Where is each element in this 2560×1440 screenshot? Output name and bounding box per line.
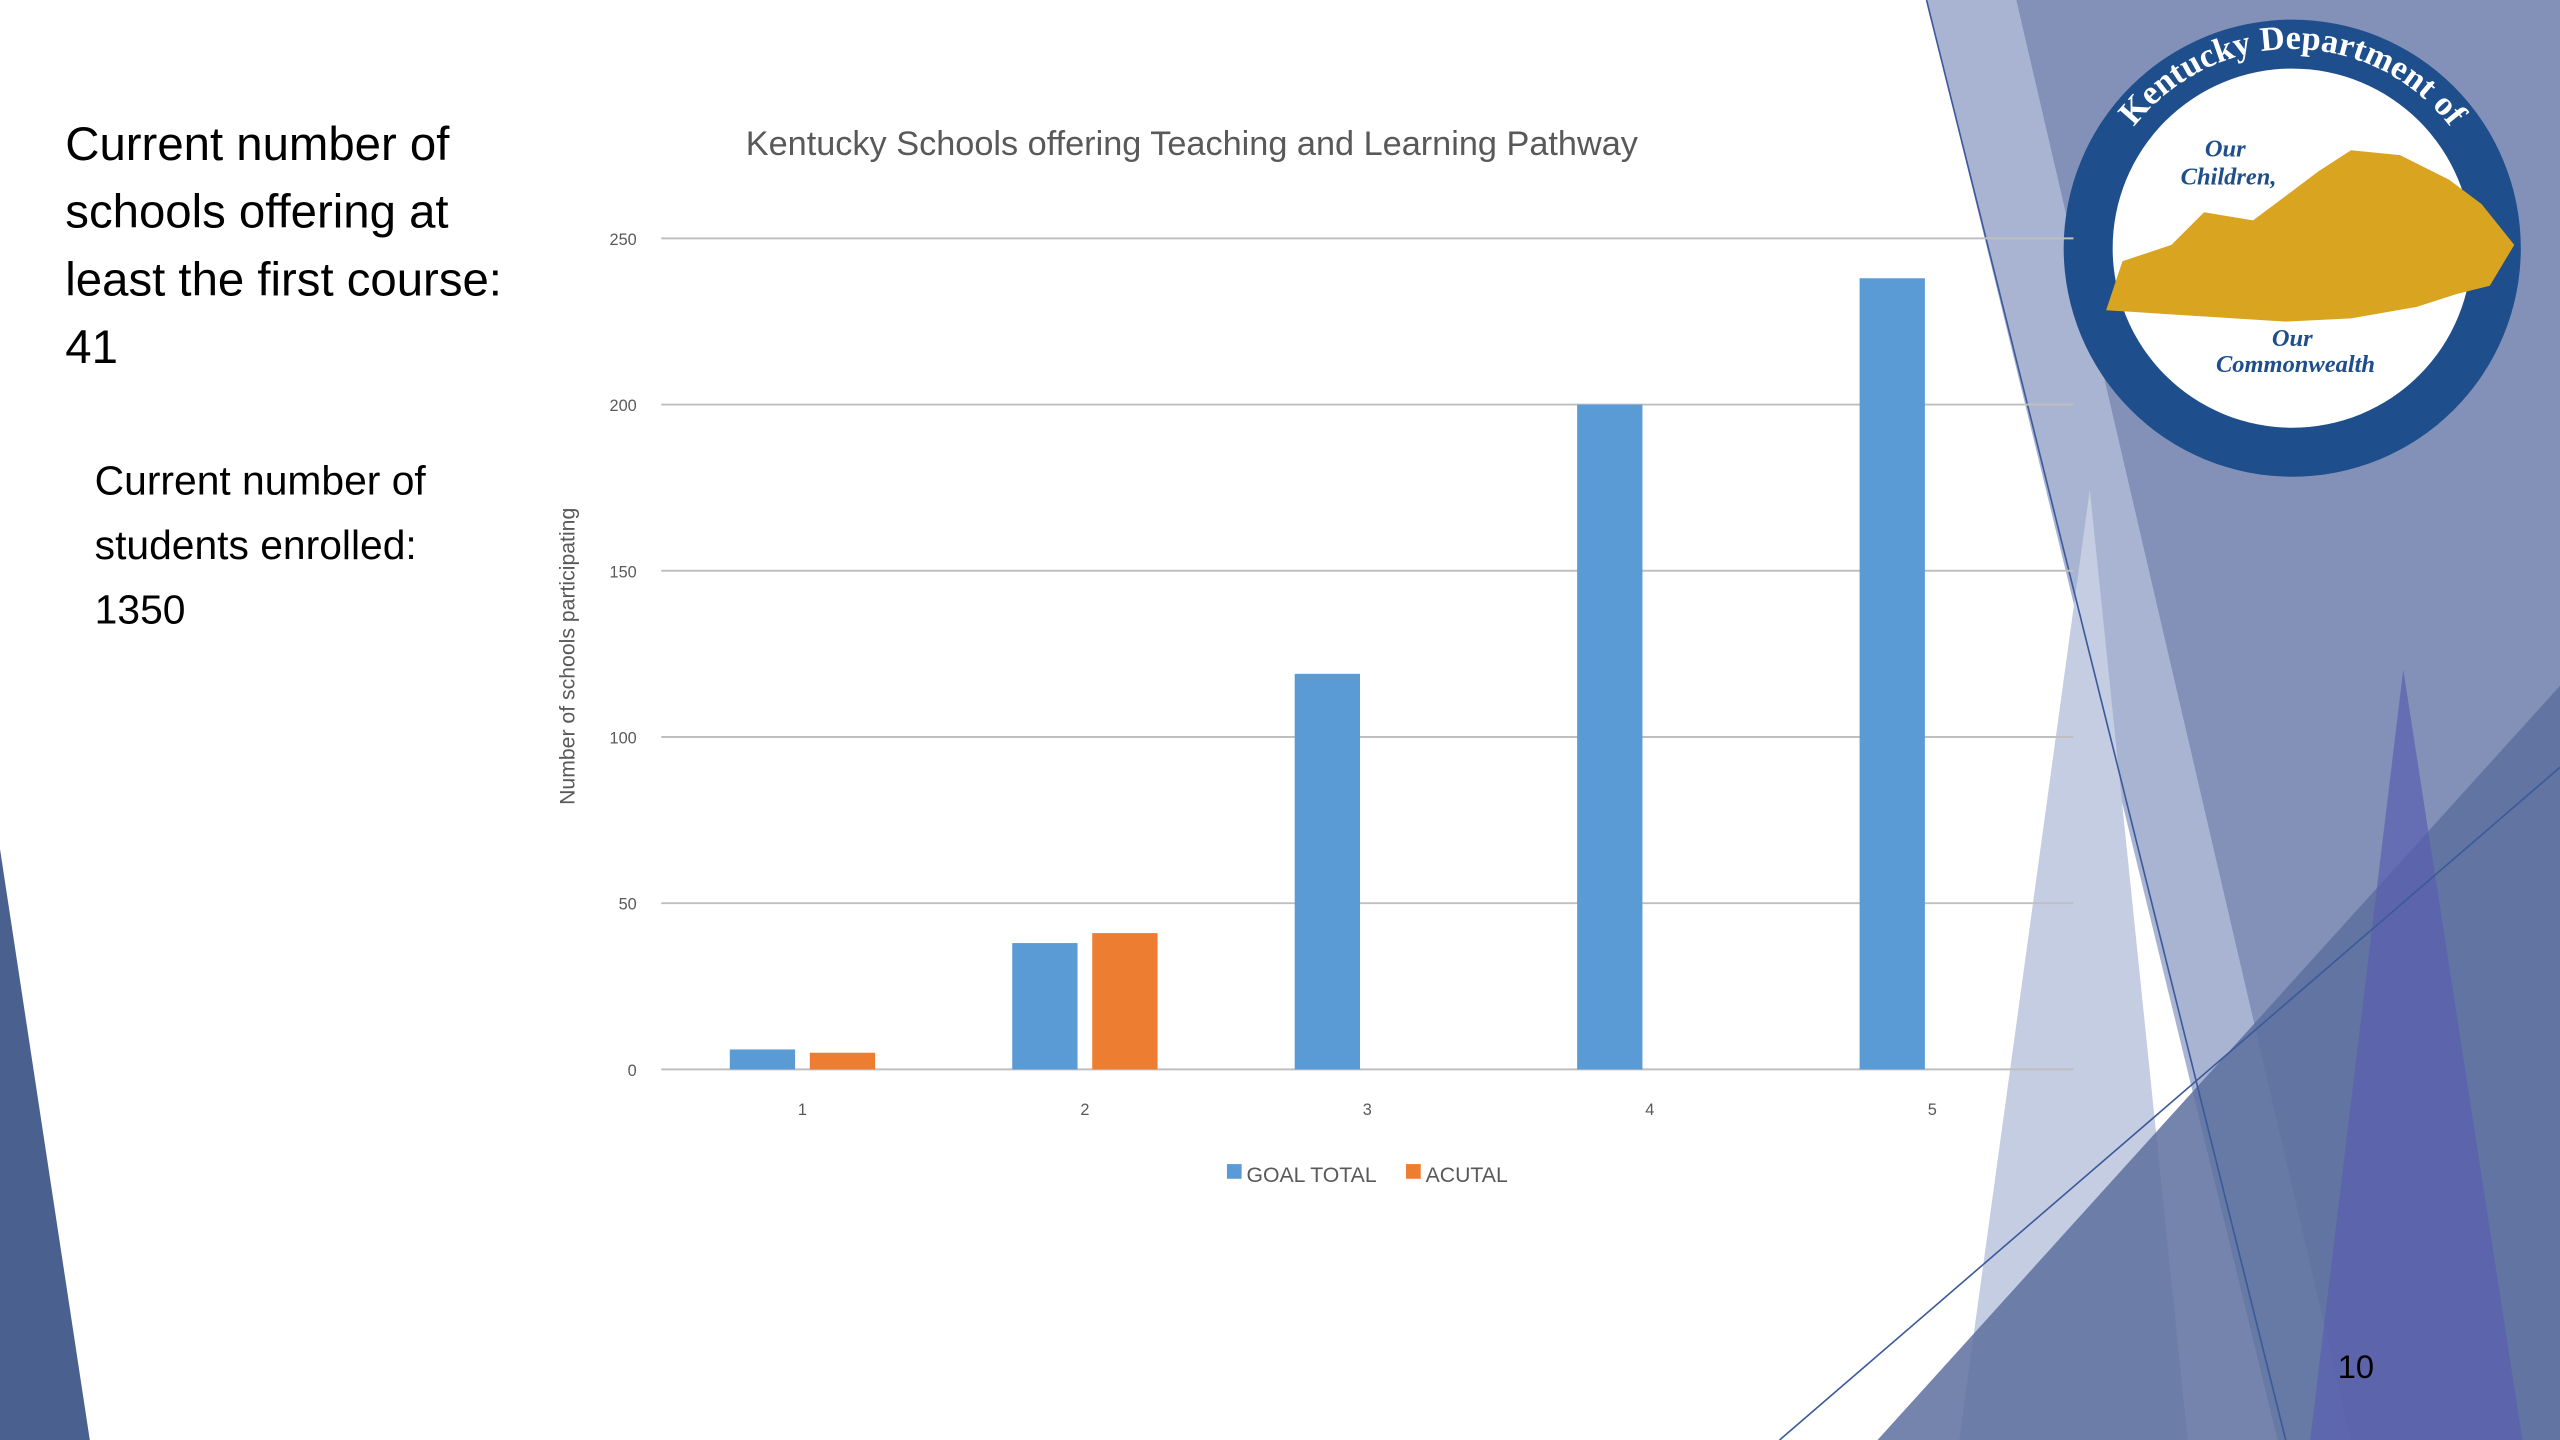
legend-swatch	[1406, 1164, 1421, 1179]
logo-text: Our	[2272, 325, 2313, 352]
logo-text: Our	[2205, 136, 2246, 163]
deco-line	[1779, 766, 2560, 1440]
bar	[1577, 404, 1643, 1070]
legend-label: ACUTAL	[1426, 1164, 1508, 1187]
right-shape	[2310, 669, 2523, 1440]
heading-line: Current number of	[65, 118, 450, 171]
x-tick-label: 2	[1080, 1101, 1089, 1119]
logo-state	[2106, 150, 2515, 322]
legend: GOAL TOTAL ACUTAL	[1226, 1164, 1508, 1187]
x-tick-label: 1	[798, 1101, 807, 1119]
bar	[1859, 278, 1925, 1070]
note-line: students enrolled:	[95, 522, 417, 568]
x-tick-label: 3	[1363, 1101, 1372, 1119]
y-tick-label: 50	[619, 896, 637, 914]
y-axis-label: Number of schools participating	[557, 508, 580, 805]
logo-text: Commonwealth	[2216, 351, 2375, 378]
bar	[1294, 673, 1360, 1070]
heading-line: 41	[65, 321, 118, 374]
note: Current number of students enrolled: 1350	[95, 458, 427, 633]
bar	[729, 1049, 796, 1070]
legend-label: GOAL TOTAL	[1247, 1164, 1377, 1187]
y-tick-label: 100	[610, 730, 637, 748]
bar	[1092, 933, 1158, 1070]
y-tick-label: 250	[610, 231, 637, 249]
x-tick-label: 5	[1928, 1101, 1937, 1119]
heading-line: schools offering at	[65, 186, 448, 239]
y-tick-label: 0	[628, 1062, 637, 1080]
note-line: 1350	[95, 587, 186, 633]
logo: Kentucky Department of Education Our Chi…	[2063, 19, 2521, 477]
note-line: Current number of	[95, 458, 427, 504]
legend-swatch	[1226, 1164, 1242, 1179]
bar	[809, 1052, 876, 1070]
heading-line: least the first course:	[65, 254, 502, 307]
page-number: 10	[2338, 1348, 2374, 1385]
bar	[1012, 943, 1078, 1070]
chart-title: Kentucky Schools offering Teaching and L…	[746, 125, 1639, 163]
deco-line	[1925, 0, 2287, 1440]
logo-text: Children,	[2181, 163, 2277, 190]
chart: 0 50 100 150 200 250 1 2 3 4 5 GOAL TOTAL ACUTAL	[610, 231, 2074, 1187]
heading: Current number of schools offering at leas…	[65, 118, 502, 374]
x-tick-label: 4	[1645, 1101, 1654, 1119]
y-tick-label: 200	[610, 397, 637, 415]
left-shape	[0, 848, 90, 1440]
y-tick-label: 150	[610, 563, 637, 581]
